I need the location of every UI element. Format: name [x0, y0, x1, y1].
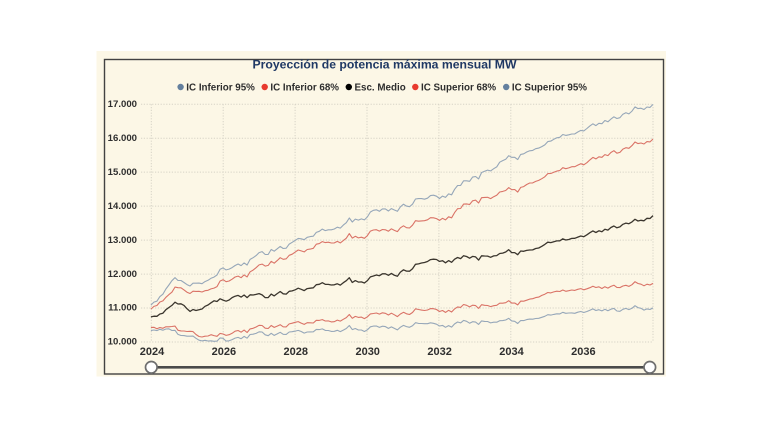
svg-text:2032: 2032	[427, 346, 451, 358]
svg-text:IC Superior 68%: IC Superior 68%	[421, 83, 496, 94]
svg-text:2026: 2026	[212, 346, 236, 358]
svg-text:IC Inferior 68%: IC Inferior 68%	[270, 83, 339, 94]
svg-text:17.000: 17.000	[108, 99, 137, 110]
svg-text:15.000: 15.000	[108, 167, 137, 178]
svg-text:2028: 2028	[284, 346, 308, 358]
svg-text:IC Superior 95%: IC Superior 95%	[512, 83, 587, 94]
svg-text:2024: 2024	[140, 346, 165, 358]
svg-text:14.000: 14.000	[108, 201, 137, 212]
svg-text:11.000: 11.000	[108, 303, 137, 314]
svg-text:12.000: 12.000	[108, 269, 137, 280]
svg-text:2030: 2030	[355, 346, 379, 358]
svg-text:Esc. Medio: Esc. Medio	[355, 83, 406, 94]
svg-text:2036: 2036	[571, 346, 595, 358]
svg-text:IC Inferior 95%: IC Inferior 95%	[186, 83, 255, 94]
svg-text:Proyección de potencia máxima: Proyección de potencia máxima mensual MW	[253, 60, 517, 72]
svg-text:16.000: 16.000	[108, 133, 137, 144]
svg-text:13.000: 13.000	[108, 235, 137, 246]
svg-text:2034: 2034	[499, 346, 524, 358]
svg-text:10.000: 10.000	[108, 337, 137, 348]
